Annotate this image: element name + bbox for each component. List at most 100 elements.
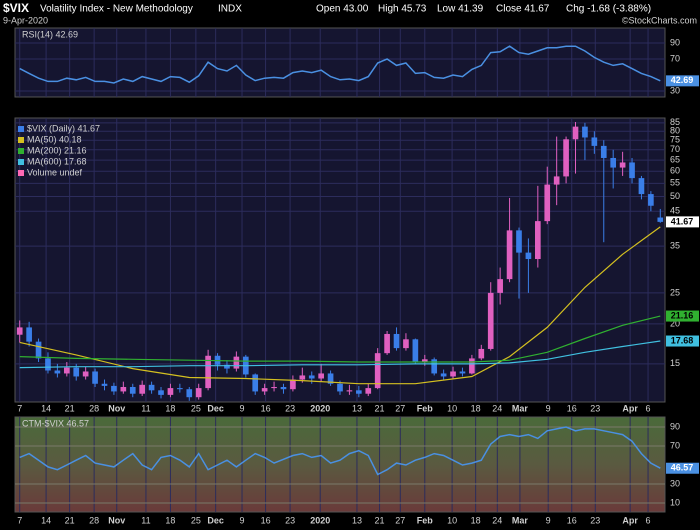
y-tick-label: 80 <box>670 126 680 136</box>
candle-body <box>101 383 108 386</box>
x-tick-label: 9 <box>546 403 551 413</box>
x-tick-label: 6 <box>646 403 651 413</box>
candle-body <box>600 145 607 158</box>
candle-body <box>280 386 287 390</box>
y-tick-label: 90 <box>670 421 680 431</box>
legend-swatch <box>18 159 24 165</box>
x-tick-label: 11 <box>141 403 150 413</box>
x-tick-label: 25 <box>191 515 201 525</box>
candle-body <box>158 390 164 395</box>
x-tick-label: 18 <box>165 403 175 413</box>
security-name: Volatility Index - New Methodology <box>40 4 193 15</box>
candle-body <box>129 386 136 394</box>
value-tag <box>666 75 699 87</box>
value-tag-label: 42.69 <box>671 75 694 85</box>
y-tick-label: 15 <box>670 358 680 368</box>
y-tick-label: 90 <box>670 37 680 47</box>
x-tick-label: 10 <box>447 515 457 525</box>
y-tick-label: 50 <box>670 191 680 201</box>
value-tag <box>666 462 699 474</box>
legend-entry: MA(50) 40.18 <box>27 134 82 144</box>
candle-body <box>111 385 117 392</box>
value-tag-label: 46.57 <box>671 463 694 473</box>
value-tag-label: 17.68 <box>671 335 694 345</box>
candle-body <box>120 386 127 392</box>
candle-body <box>421 359 428 363</box>
candle-body <box>139 384 145 394</box>
legend-swatch <box>18 170 24 176</box>
candle-body <box>431 359 438 374</box>
x-tick-label: 21 <box>65 403 75 413</box>
legend-entry: MA(600) 17.68 <box>27 156 87 166</box>
value-tag <box>666 216 699 228</box>
panel <box>14 27 666 98</box>
x-tick-label: Mar <box>512 403 529 413</box>
x-tick-label: Nov <box>108 403 125 413</box>
legend-swatch <box>18 148 24 154</box>
candle-body <box>327 373 334 384</box>
date: 9-Apr-2020 <box>3 15 48 25</box>
value-tag-label: 21.16 <box>671 310 694 320</box>
candle-body <box>82 371 89 377</box>
x-tick-label: 18 <box>471 403 481 413</box>
candle-body <box>393 333 400 349</box>
legend-entry: $VIX (Daily) 41.67 <box>27 123 100 133</box>
x-tick-label: 10 <box>447 403 457 413</box>
candle-body <box>252 374 259 392</box>
x-tick-label: 24 <box>492 515 502 525</box>
candle-body <box>167 388 174 395</box>
candle-body <box>177 388 183 390</box>
candle-body <box>535 221 541 260</box>
x-tick-label: 27 <box>395 403 405 413</box>
quote-item: Low 41.39 <box>437 4 484 15</box>
x-tick-label: 14 <box>41 515 51 525</box>
y-tick-label: 30 <box>670 85 680 95</box>
candle-body <box>582 126 588 138</box>
candle-body <box>469 358 475 374</box>
candle-body <box>544 184 551 222</box>
x-tick-label: Feb <box>417 403 434 413</box>
x-tick-label: 9 <box>240 515 245 525</box>
y-tick-label: 25 <box>670 287 680 297</box>
x-tick-label: 16 <box>567 515 577 525</box>
candle-body <box>35 341 42 359</box>
legend-swatch <box>18 126 24 132</box>
x-tick-label: 23 <box>590 403 600 413</box>
candle-body <box>591 137 598 146</box>
quote-item: High 45.73 <box>378 4 427 15</box>
y-tick-label: 75 <box>670 135 680 145</box>
candle-body <box>356 390 362 394</box>
candle-body <box>525 252 532 260</box>
candle-body <box>374 353 381 389</box>
candle-body <box>648 194 654 206</box>
quote-item: Open 43.00 <box>316 4 369 15</box>
x-tick-label: 2020 <box>310 403 330 413</box>
exchange: INDX <box>218 4 242 15</box>
candle-body <box>73 367 80 377</box>
candle-body <box>478 348 485 359</box>
y-tick-label: 30 <box>670 478 680 488</box>
x-tick-label: 21 <box>65 515 75 525</box>
x-tick-label: 23 <box>590 515 600 525</box>
moving-average <box>19 315 661 363</box>
candle-body <box>459 371 466 374</box>
credit: ©StockCharts.com <box>622 15 697 25</box>
moving-average <box>19 226 661 385</box>
y-tick-label: 10 <box>670 497 680 507</box>
x-tick-label: Feb <box>417 515 434 525</box>
candle-body <box>572 126 579 140</box>
x-tick-label: 28 <box>89 515 99 525</box>
x-tick-label: 18 <box>471 515 481 525</box>
candle-body <box>563 139 569 177</box>
candle-body <box>553 176 560 185</box>
x-tick-label: 23 <box>285 515 295 525</box>
x-tick-label: 11 <box>141 515 150 525</box>
x-tick-label: 28 <box>89 403 99 413</box>
candle-body <box>308 375 315 379</box>
x-tick-label: 27 <box>395 515 405 525</box>
candle-body <box>365 388 372 394</box>
x-tick-label: 13 <box>352 515 362 525</box>
candle-body <box>487 292 494 349</box>
legend-entry: CTM-$VIX 46.57 <box>22 418 89 428</box>
